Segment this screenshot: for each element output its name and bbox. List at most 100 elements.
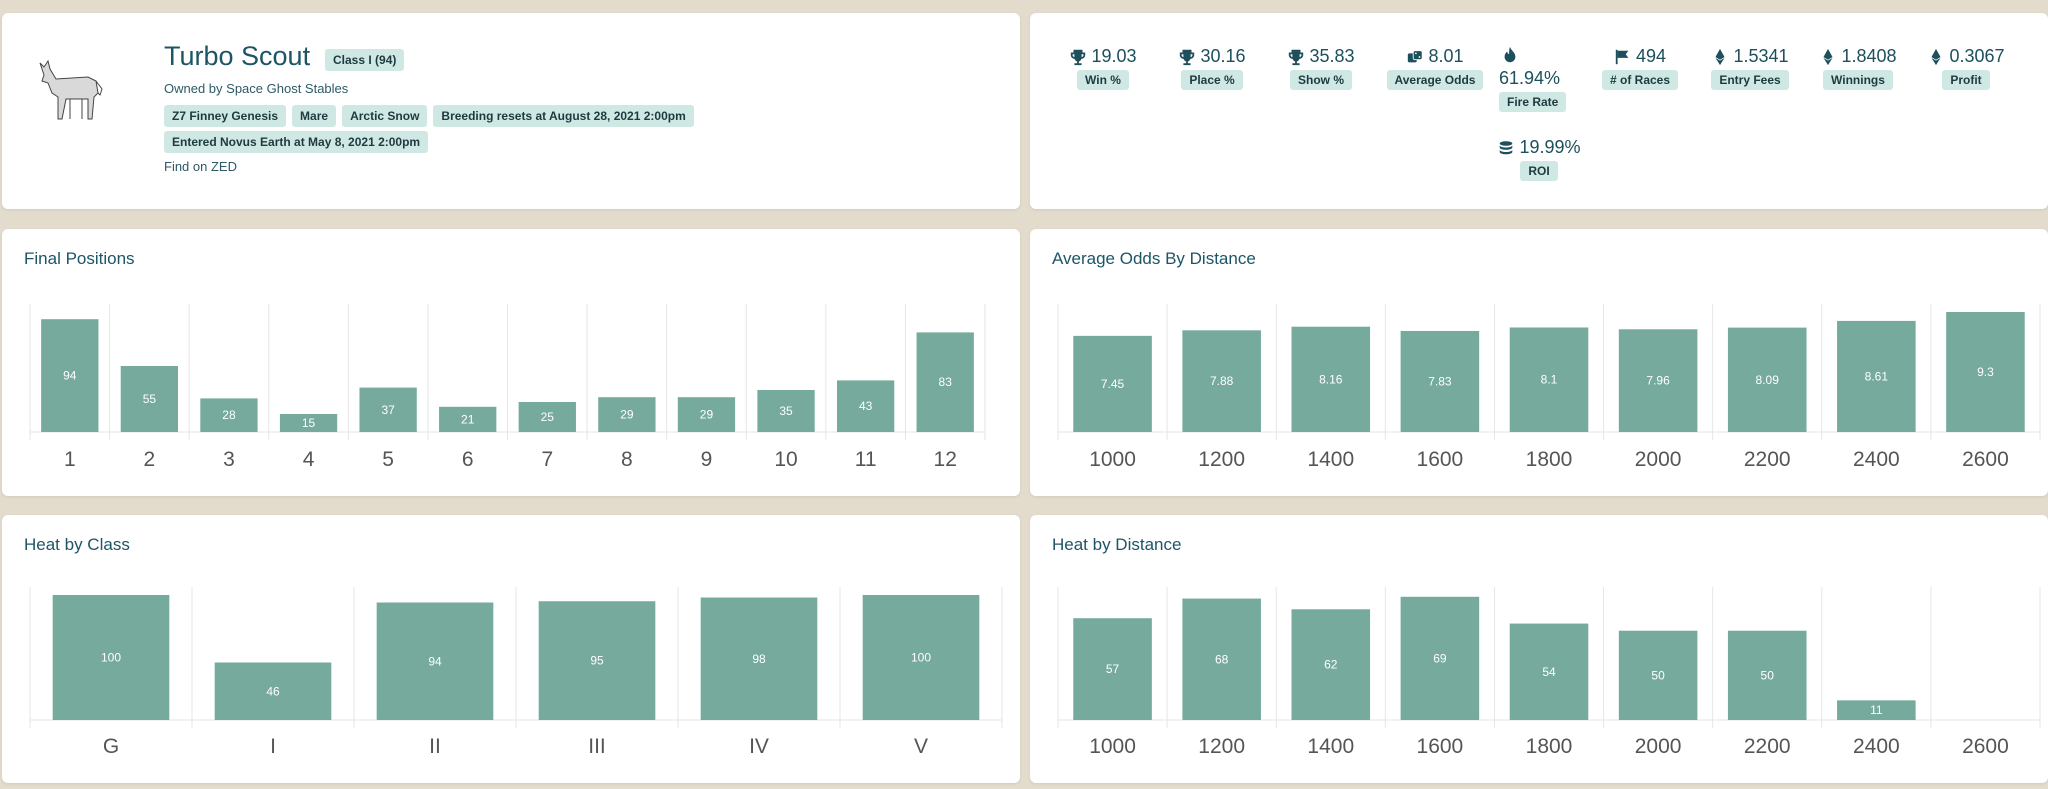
stat-label: Win %: [1077, 70, 1129, 90]
x-tick-label: 1000: [1089, 735, 1136, 758]
x-tick-label: 11: [855, 448, 877, 471]
stat-label: Entry Fees: [1711, 70, 1789, 90]
bar-value-label: 50: [1761, 668, 1775, 682]
bar[interactable]: [41, 319, 99, 432]
bar-value-label: 7.96: [1646, 374, 1670, 388]
x-tick-label: 10: [774, 448, 797, 471]
bar[interactable]: [598, 397, 656, 432]
bar-value-label: 68: [1215, 652, 1229, 666]
stat-value: 1.5341: [1733, 46, 1789, 66]
stat-value: 1.8408: [1841, 46, 1897, 66]
bar-value-label: 21: [461, 412, 475, 426]
bar[interactable]: [359, 387, 417, 432]
bar-value-label: 8.16: [1319, 372, 1343, 386]
bar[interactable]: [120, 366, 179, 432]
bar[interactable]: [1182, 330, 1261, 432]
stat-label: Average Odds: [1386, 70, 1484, 90]
find-on-zed-link[interactable]: Find on ZED: [164, 159, 237, 174]
bar-value-label: 57: [1106, 662, 1120, 676]
final-positions-card: Final Positions 94 1 55 2 28 3 15 4 37 5 21 6 25 7 29 8…: [2, 229, 1020, 496]
bar-value-label: 54: [1542, 665, 1556, 679]
x-tick-label: 1200: [1198, 735, 1245, 758]
bar[interactable]: [1073, 618, 1152, 720]
bar[interactable]: [376, 602, 494, 721]
tag-entered-date: Entered Novus Earth at May 8, 2021 2:00p…: [164, 131, 429, 153]
bar[interactable]: [836, 380, 895, 432]
bar-value-label: 95: [590, 654, 604, 668]
bar[interactable]: [538, 601, 656, 720]
bar-value-label: 94: [428, 654, 442, 668]
bar[interactable]: [1618, 630, 1698, 720]
bar-value-label: 46: [266, 684, 280, 698]
bar[interactable]: [1618, 329, 1698, 432]
chart-title: Heat by Class: [24, 535, 130, 554]
bar-value-label: 15: [302, 416, 316, 430]
bar[interactable]: [1727, 630, 1807, 720]
tag-gender: Mare: [292, 105, 337, 127]
bar[interactable]: [1400, 596, 1480, 720]
bar[interactable]: [916, 332, 974, 432]
tag-row: Z7 Finney Genesis Mare Arctic Snow Breed…: [164, 105, 694, 127]
bar-value-label: 37: [381, 403, 395, 417]
bar[interactable]: [439, 406, 497, 432]
bar-value-label: 7.45: [1101, 377, 1125, 391]
stat-value: 19.03: [1091, 46, 1137, 66]
bar[interactable]: [862, 595, 980, 720]
chart-title: Average Odds By Distance: [1052, 249, 1256, 268]
x-tick-label: 1400: [1307, 735, 1354, 758]
bar[interactable]: [52, 595, 170, 720]
bar-value-label: 8.61: [1865, 369, 1889, 383]
bar-value-label: 28: [222, 408, 236, 422]
x-tick-label: 2600: [1962, 448, 2009, 471]
owner-text: Owned by Space Ghost Stables: [164, 81, 349, 96]
bar[interactable]: [677, 397, 736, 432]
bar[interactable]: [1509, 623, 1589, 720]
chart-title: Heat by Distance: [1052, 535, 1182, 554]
ethereum-icon: [1715, 48, 1725, 65]
bar[interactable]: [1182, 598, 1261, 720]
stat-value: 0.3067: [1949, 46, 2005, 66]
bar-value-label: 11: [1870, 703, 1883, 717]
trophy-icon: [1289, 49, 1304, 65]
x-tick-label: III: [588, 735, 606, 758]
bar[interactable]: [1509, 327, 1589, 432]
bar[interactable]: [1727, 327, 1807, 432]
bar[interactable]: [1837, 700, 1916, 720]
horse-name: Turbo Scout: [164, 41, 311, 71]
stat-label: Show %: [1289, 70, 1352, 90]
bar[interactable]: [1291, 326, 1371, 432]
bar[interactable]: [1946, 312, 2025, 432]
stat-win: 19.03 Win %: [1058, 46, 1148, 90]
bar[interactable]: [757, 390, 815, 432]
bar-value-label: 50: [1651, 668, 1665, 682]
x-tick-label: 1600: [1417, 448, 1464, 471]
stat-value: 30.16: [1200, 46, 1246, 66]
x-tick-label: 6: [462, 448, 474, 471]
bar-value-label: 8.09: [1756, 373, 1780, 387]
stat-label: ROI: [1520, 161, 1558, 181]
bar-value-label: 7.88: [1210, 374, 1234, 388]
bar[interactable]: [279, 414, 338, 432]
bar-value-label: 9.3: [1977, 365, 1994, 379]
tag-color: Arctic Snow: [342, 105, 428, 127]
x-tick-label: 8: [621, 448, 633, 471]
bar[interactable]: [200, 398, 258, 432]
bar[interactable]: [700, 597, 818, 721]
x-tick-label: 2: [144, 448, 156, 471]
fire-icon: [1504, 46, 1516, 63]
average-odds-chart: 7.45 1000 7.88 1200 8.16 1400 7.83 1600 8.1 1800 7…: [1057, 304, 2041, 471]
x-tick-label: 1200: [1198, 448, 1245, 471]
x-tick-label: 1400: [1307, 448, 1354, 471]
tag-bloodline: Z7 Finney Genesis: [164, 105, 287, 127]
bar[interactable]: [214, 662, 332, 721]
bar[interactable]: [1291, 609, 1371, 720]
bar-value-label: 29: [620, 408, 634, 422]
ethereum-icon: [1931, 48, 1941, 65]
bar[interactable]: [1400, 330, 1480, 432]
heat-by-class-chart: 100 G 46 I 94 II 95 III 98 IV 100 V: [29, 587, 1003, 758]
bar[interactable]: [518, 402, 576, 432]
x-tick-label: 2000: [1635, 735, 1682, 758]
stat-fire-rate: 61.94% Fire Rate: [1499, 46, 1589, 112]
bar[interactable]: [1837, 320, 1916, 432]
bar[interactable]: [1073, 335, 1152, 432]
